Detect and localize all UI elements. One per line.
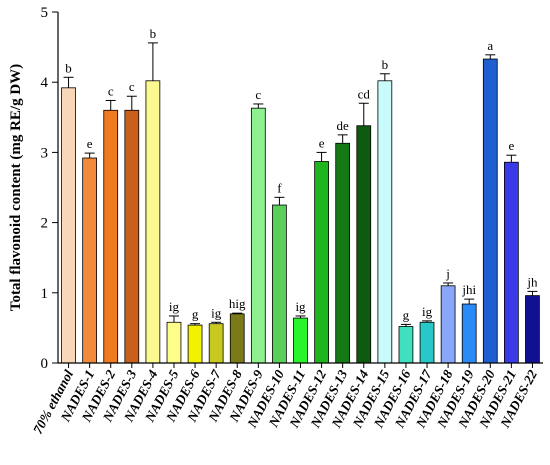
- y-tick-label: 3: [41, 145, 49, 161]
- bar-nades-19: [461, 303, 477, 364]
- significance-label: e: [319, 135, 325, 150]
- bar-nades-4: [145, 80, 161, 364]
- significance-label: jhi: [461, 282, 476, 297]
- error-bars-group: [63, 42, 538, 327]
- significance-label: j: [445, 266, 450, 281]
- y-tick-label: 0: [41, 356, 49, 372]
- bar-nades-9: [250, 107, 266, 364]
- significance-label: cd: [358, 86, 371, 101]
- y-axis-ticks: 0 1 2 3 4 5: [41, 5, 58, 372]
- bar-nades-3: [124, 109, 140, 364]
- significance-label: b: [65, 60, 72, 75]
- significance-label: e: [508, 138, 514, 153]
- significance-label: jh: [526, 274, 538, 289]
- significance-label: ig: [211, 305, 222, 320]
- bars-group: [61, 58, 540, 364]
- x-axis-tick-labels: 70% ethanolNADES-1NADES-2NADES-3NADES-4N…: [30, 363, 540, 436]
- significance-label: a: [487, 38, 493, 53]
- y-tick-label: 4: [41, 75, 49, 91]
- significance-label: c: [255, 87, 261, 102]
- significance-label: ig: [422, 304, 433, 319]
- bar-nades-10: [272, 204, 287, 364]
- y-tick-label: 1: [41, 286, 49, 302]
- significance-label: g: [192, 307, 199, 322]
- significance-label: e: [87, 136, 93, 151]
- bar-nades-6: [187, 324, 203, 364]
- significance-label: b: [382, 57, 389, 72]
- bar-nades-1: [82, 157, 97, 364]
- bar-nades-11: [293, 317, 308, 364]
- bar-nades-21: [504, 161, 519, 364]
- bar-70-ethanol: [61, 87, 76, 364]
- bar-nades-13: [335, 142, 351, 364]
- bar-nades-22: [525, 295, 540, 364]
- bar-nades-20: [482, 58, 498, 364]
- significance-label: hig: [229, 296, 246, 311]
- bar-nades-7: [208, 323, 224, 364]
- significance-label: c: [129, 79, 135, 94]
- significance-label: ig: [169, 299, 180, 314]
- bar-nades-2: [103, 109, 119, 364]
- y-axis-label: Total flavonoid content (mg RE/g DW): [8, 64, 24, 311]
- bar-nades-18: [440, 285, 456, 364]
- bar-nades-14: [356, 125, 372, 364]
- significance-label: ig: [295, 299, 306, 314]
- significance-label: c: [108, 83, 114, 98]
- bar-nades-16: [398, 326, 414, 364]
- significance-label: b: [150, 26, 157, 41]
- significance-label: g: [403, 307, 410, 322]
- bar-nades-8: [229, 313, 245, 364]
- y-tick-label: 2: [41, 216, 49, 232]
- y-tick-label: 5: [41, 5, 49, 21]
- bar-nades-15: [377, 80, 393, 364]
- bar-nades-5: [166, 321, 182, 364]
- bar-nades-17: [419, 321, 435, 364]
- significance-label: de: [337, 118, 350, 133]
- significance-label: f: [277, 180, 282, 195]
- bar-nades-12: [314, 161, 329, 364]
